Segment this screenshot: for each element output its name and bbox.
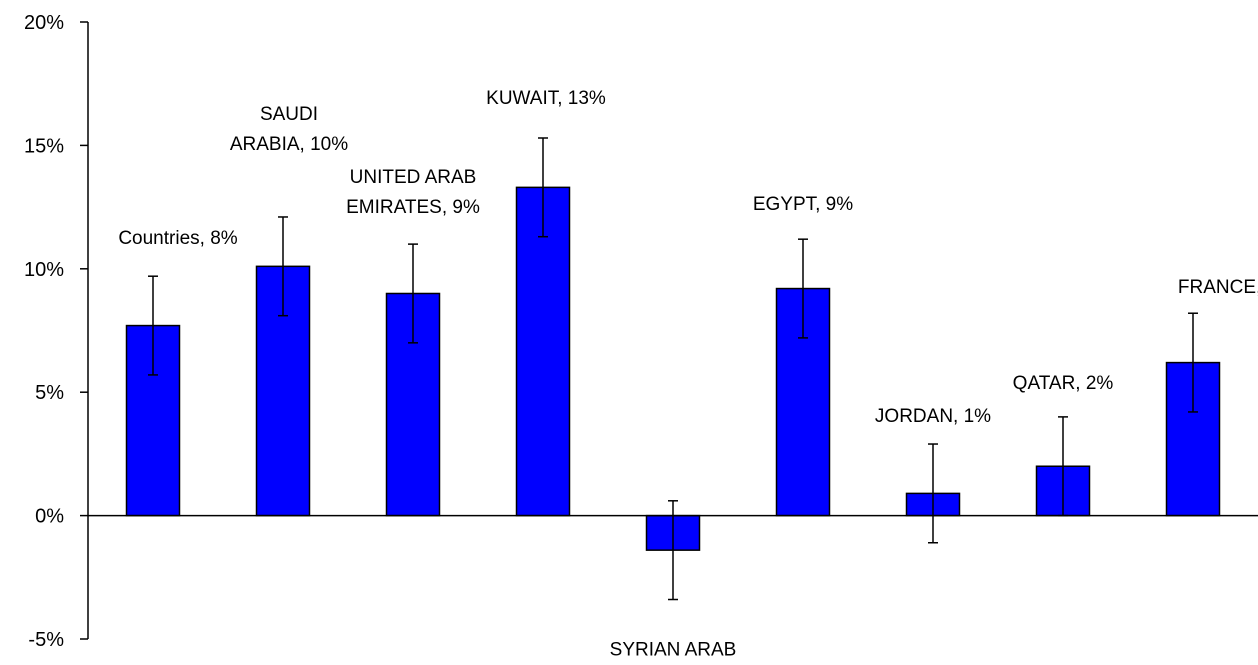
bar-data-label: EMIRATES, 9% — [346, 197, 480, 218]
bar-data-label: SAUDI — [260, 104, 318, 125]
y-ticks: 20% 15% 10% 5% 0% -5% — [24, 12, 88, 651]
bar-data-label: EGYPT, 9% — [753, 194, 853, 215]
bars — [125, 186, 1221, 551]
bar-data-label: FRANCE, 6% — [1178, 277, 1258, 298]
bar-data-label: UNITED ARAB — [350, 167, 477, 188]
y-tick-label: 10% — [24, 259, 64, 281]
axes — [87, 22, 1258, 639]
bar — [515, 186, 571, 517]
y-tick-label: 0% — [35, 506, 64, 528]
bar-data-label: KUWAIT, 13% — [486, 88, 606, 109]
bar-data-label: ARABIA, 10% — [230, 134, 348, 155]
y-tick-label: -5% — [28, 629, 64, 651]
data-labels: Countries, 8% SAUDI ARABIA, 10%UNITED ARAB… — [118, 88, 1258, 661]
bar-data-label: JORDAN, 1% — [875, 406, 991, 427]
error-bars — [148, 137, 1198, 601]
bar-data-label: SYRIAN ARAB — [610, 640, 737, 661]
bar-data-label: Countries, 8% — [118, 228, 237, 249]
y-tick-label: 5% — [35, 382, 64, 404]
y-tick-label: 15% — [24, 135, 64, 157]
y-tick-label: 20% — [24, 12, 64, 34]
bar-data-label: QATAR, 2% — [1013, 373, 1114, 394]
